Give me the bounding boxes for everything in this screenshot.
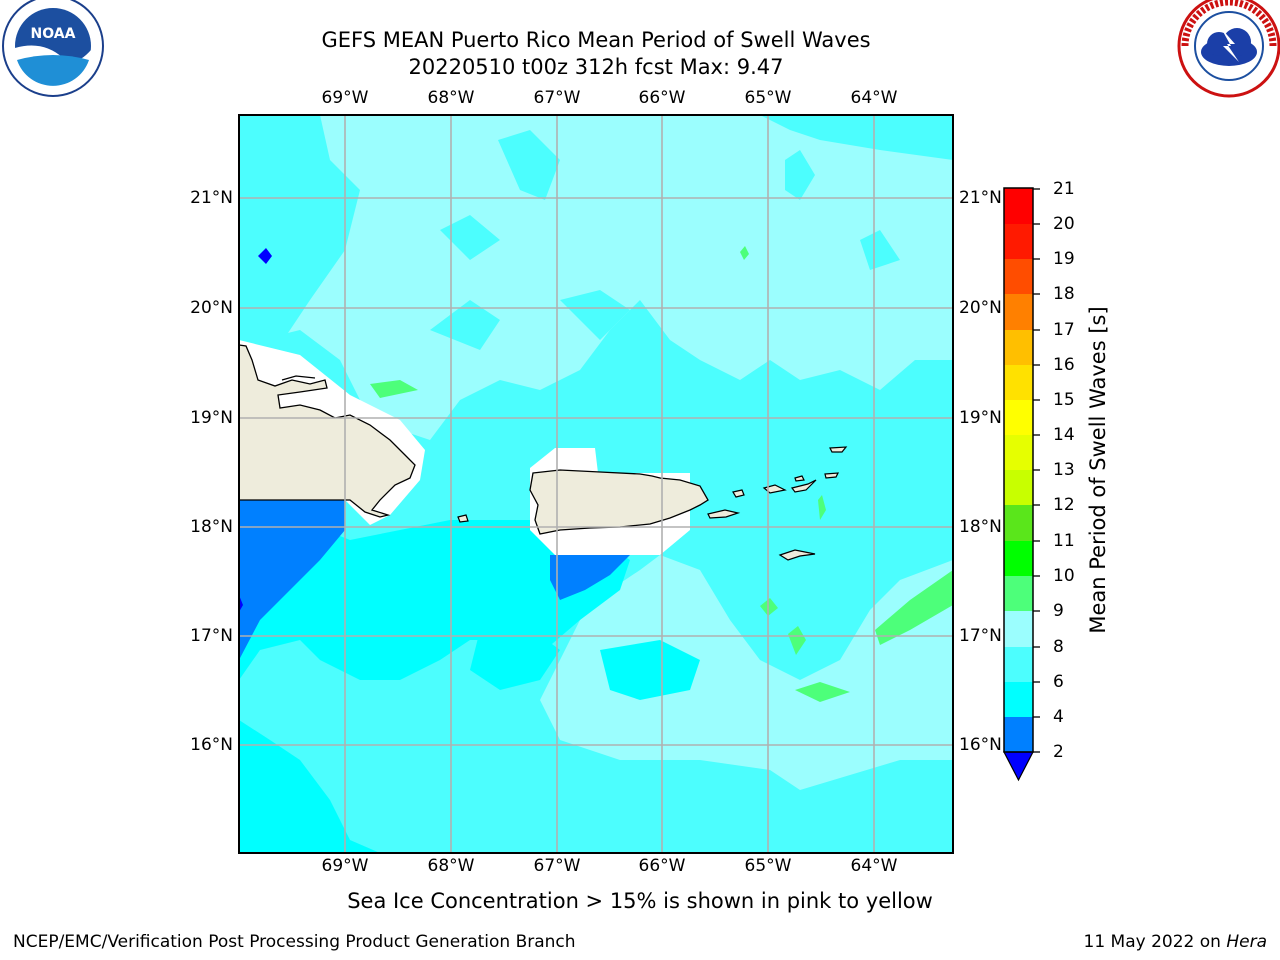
colorbar-tick-label: 15 <box>1053 390 1075 410</box>
colorbar-tick-label: 10 <box>1053 566 1075 586</box>
swell-field-4-6s <box>239 520 700 853</box>
colorbar-tick-label: 16 <box>1053 355 1075 375</box>
colorbar-tick-label: 4 <box>1053 707 1064 727</box>
land-puerto-rico <box>529 469 709 535</box>
lon-label-bottom: 65°W <box>744 856 792 876</box>
lat-label-left: 17°N <box>190 626 233 646</box>
lon-label-top: 67°W <box>533 88 581 108</box>
land-virgin-islands <box>762 446 848 561</box>
lon-label-bottom: 66°W <box>638 856 686 876</box>
land-hispaniola-north-coast <box>281 375 316 381</box>
noaa-logo-text: NOAA <box>31 26 76 42</box>
colorbar-tick-label: 17 <box>1053 320 1075 340</box>
colorbar-tick-label: 11 <box>1053 531 1075 551</box>
graticule <box>239 115 953 853</box>
lat-label-left: 21°N <box>190 188 233 208</box>
lat-label-right: 16°N <box>959 735 1002 755</box>
chart-title: GEFS MEAN Puerto Rico Mean Period of Swe… <box>321 28 871 52</box>
lat-label-left: 20°N <box>190 298 233 318</box>
lat-label-right: 18°N <box>959 517 1002 537</box>
lon-label-bottom: 64°W <box>850 856 898 876</box>
chart-subtitle: 20220510 t00z 312h fcst Max: 9.47 <box>408 55 784 79</box>
lat-label-right: 19°N <box>959 408 1002 428</box>
swell-field-2-4s <box>239 500 630 660</box>
land-mona <box>457 514 469 523</box>
lon-label-top: 68°W <box>427 88 475 108</box>
colorbar-tick-label: 2 <box>1053 742 1064 762</box>
lon-label-top: 64°W <box>850 88 898 108</box>
colorbar-tick-label: 20 <box>1053 214 1075 234</box>
land-hispaniola <box>239 344 416 518</box>
colorbar-tick-label: 6 <box>1053 672 1064 692</box>
colorbar-tick-label: 13 <box>1053 460 1075 480</box>
land-vieques <box>707 509 741 519</box>
footer-date: 11 May 2022 on Hera <box>1084 932 1268 952</box>
land-culebra <box>732 489 745 498</box>
swell-field-6-8s-top <box>430 115 953 350</box>
nws-logo <box>1177 0 1280 98</box>
footer-branch: NCEP/EMC/Verification Post Processing Pr… <box>13 932 576 952</box>
colorbar-tick-label: 21 <box>1053 179 1075 199</box>
lat-label-left: 18°N <box>190 517 233 537</box>
lon-label-top: 65°W <box>744 88 792 108</box>
colorbar-tick-label: 9 <box>1053 601 1064 621</box>
lon-label-top: 66°W <box>638 88 686 108</box>
colorbar-tick-label: 19 <box>1053 249 1075 269</box>
lon-label-bottom: 67°W <box>533 856 581 876</box>
lon-label-bottom: 69°W <box>321 856 369 876</box>
lat-label-right: 20°N <box>959 298 1002 318</box>
colorbar-title: Mean Period of Swell Waves [s] <box>1086 306 1110 634</box>
map-frame <box>238 114 954 854</box>
lon-label-bottom: 68°W <box>427 856 475 876</box>
lat-label-right: 17°N <box>959 626 1002 646</box>
footer-date-text: 11 May 2022 on <box>1083 932 1227 952</box>
map-area <box>239 115 953 853</box>
colorbar <box>1003 187 1040 782</box>
colorbar-tick-label: 14 <box>1053 425 1075 445</box>
footer-host: Hera <box>1226 932 1267 952</box>
colorbar-tick-label: 8 <box>1053 637 1064 657</box>
sea-ice-note: Sea Ice Concentration > 15% is shown in … <box>347 889 933 913</box>
lat-label-left: 16°N <box>190 735 233 755</box>
lat-label-right: 21°N <box>959 188 1002 208</box>
lat-label-left: 19°N <box>190 408 233 428</box>
lon-label-top: 69°W <box>321 88 369 108</box>
colorbar-tick-label: 18 <box>1053 284 1075 304</box>
noaa-logo: NOAA <box>2 0 104 97</box>
colorbar-tick-label: 12 <box>1053 495 1075 515</box>
